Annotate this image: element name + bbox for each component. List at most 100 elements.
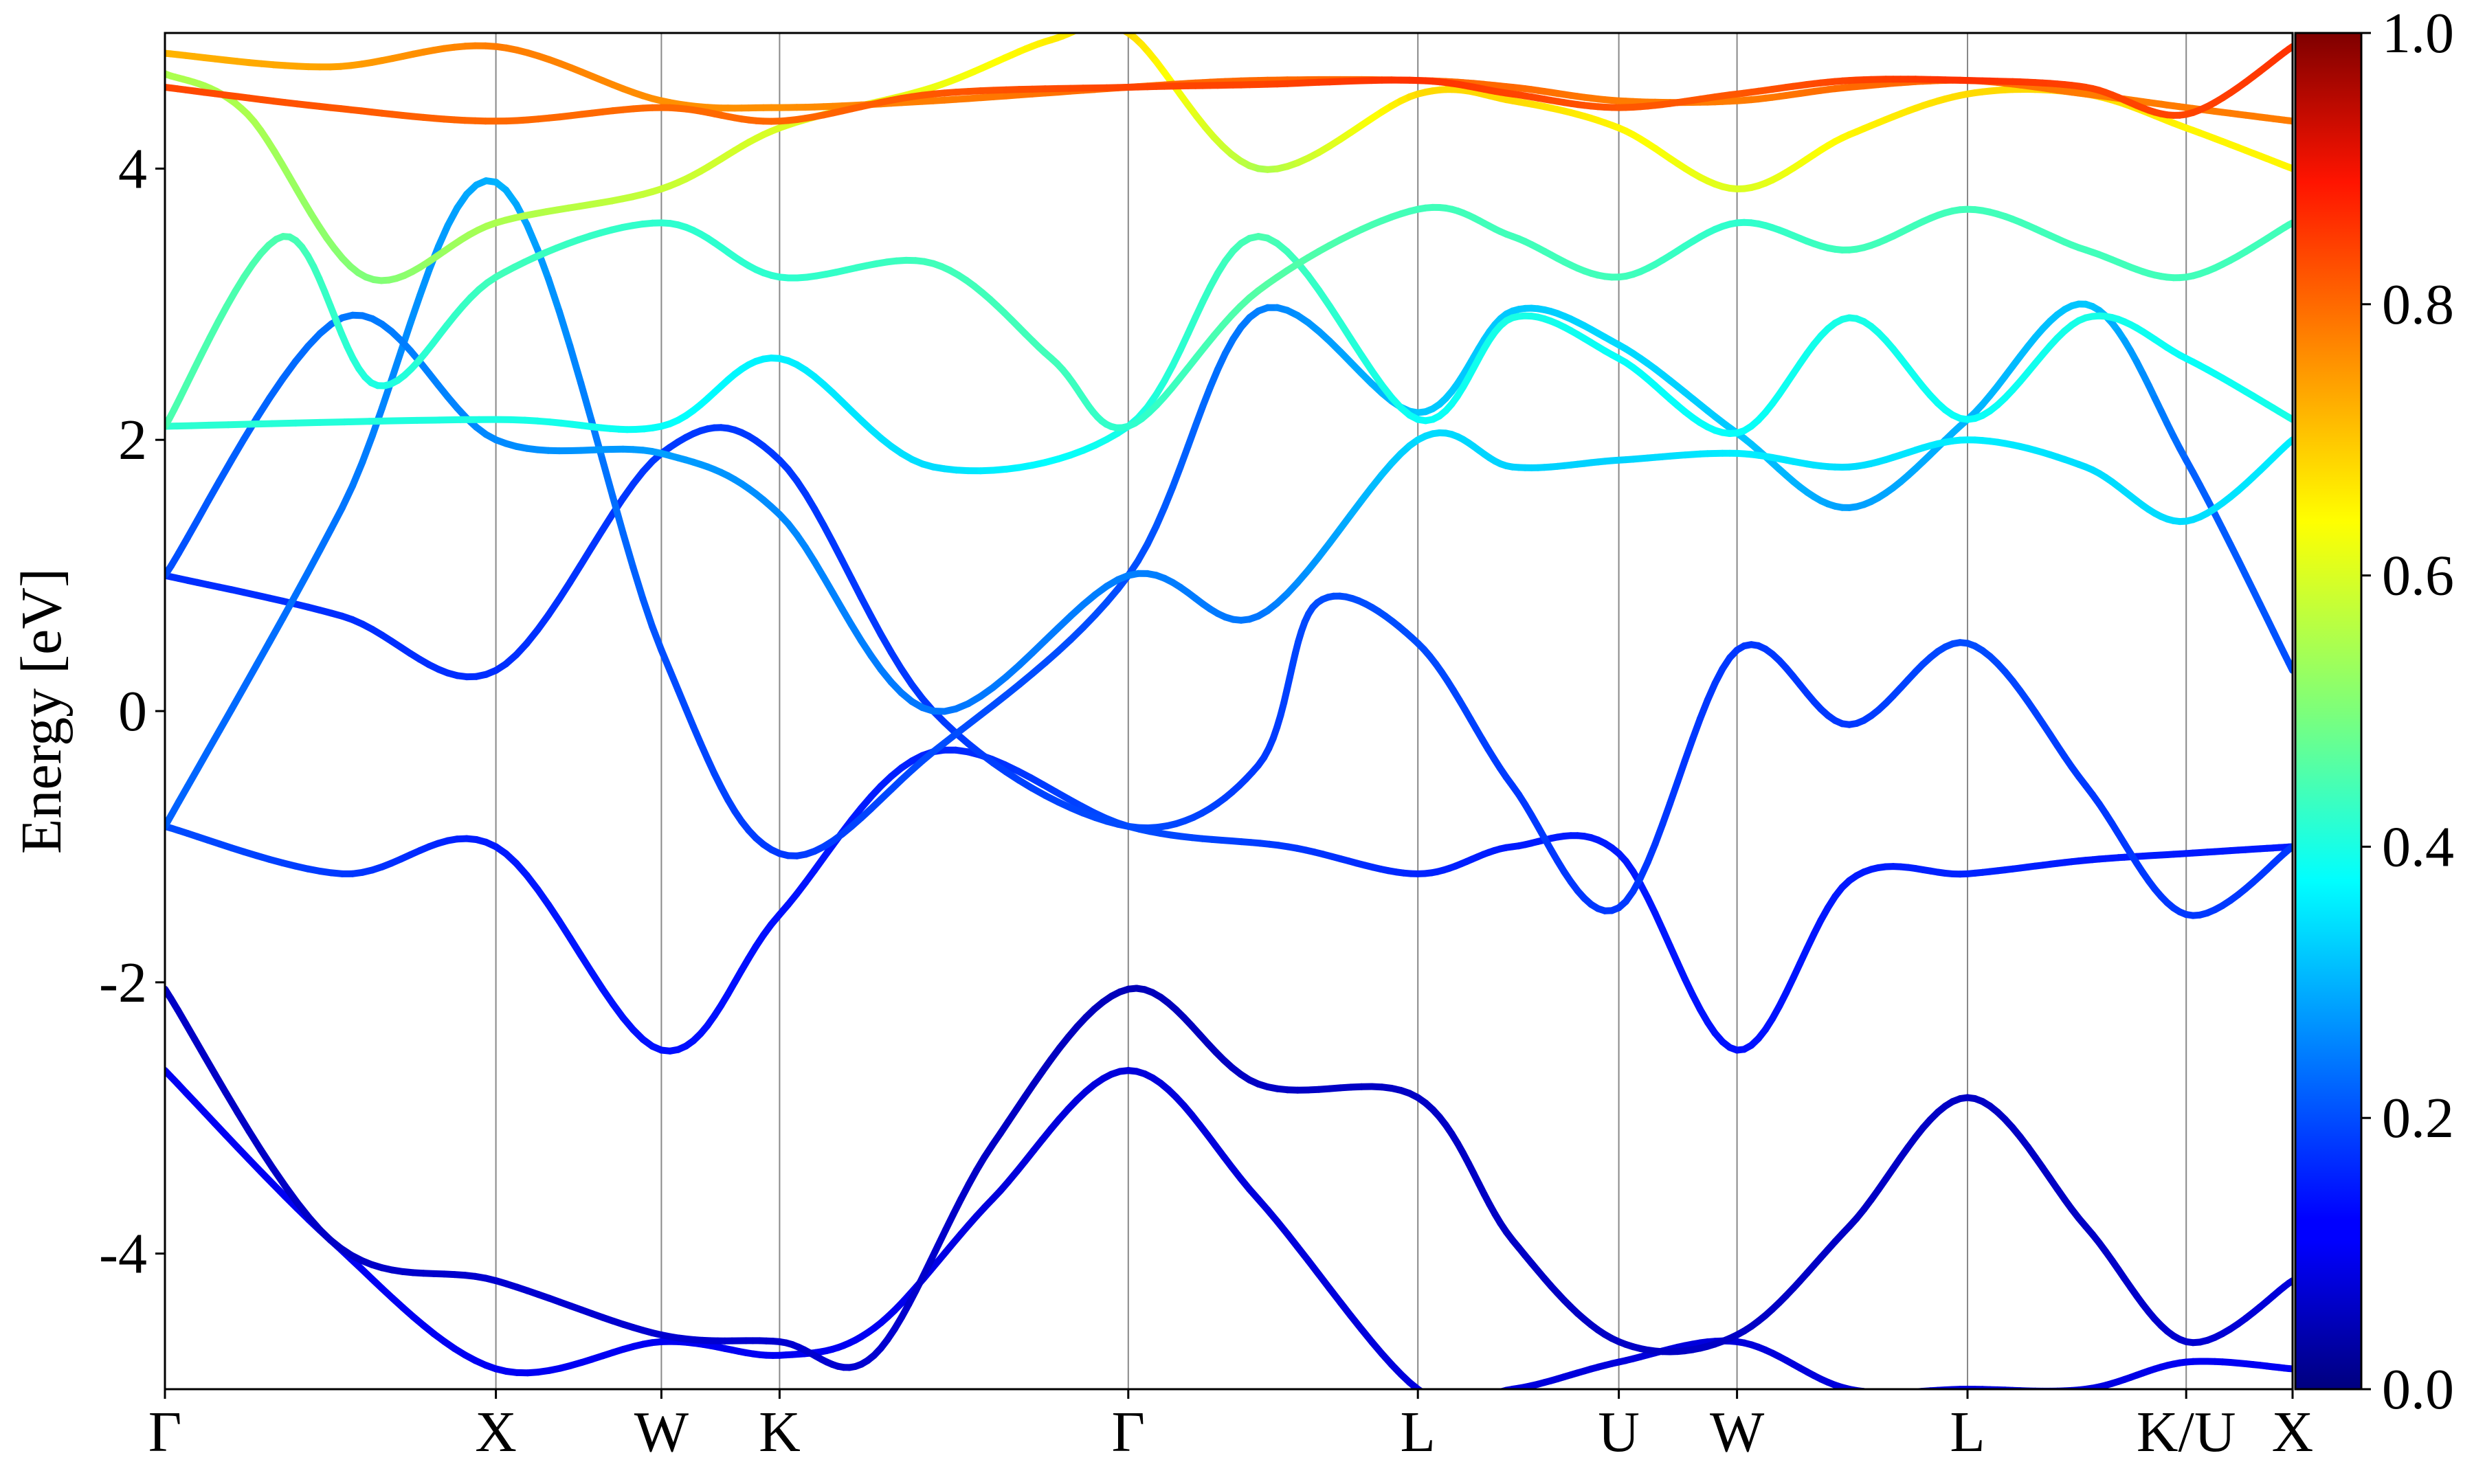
band-segment	[629, 563, 647, 603]
x-tick-label: K/U	[2137, 1400, 2236, 1464]
band-segment	[658, 647, 673, 675]
band-segment	[1484, 1395, 1490, 1397]
band-segment	[1489, 1393, 1495, 1395]
band-segment	[1111, 25, 1117, 27]
band-segment	[291, 569, 312, 599]
band-segment	[1102, 23, 1106, 24]
band-segment	[848, 575, 865, 601]
band-segment	[1906, 1388, 1918, 1389]
band-segment	[241, 661, 260, 691]
band-segment	[1117, 27, 1122, 30]
x-tick-label: X	[475, 1400, 517, 1464]
band-7	[165, 233, 2293, 475]
band-segment	[1152, 503, 1168, 530]
band-segment	[1682, 735, 1696, 764]
band-segment	[1085, 25, 1089, 26]
x-tick-label: Γ	[1112, 1400, 1146, 1464]
band-segment	[279, 358, 299, 383]
band-segment	[316, 418, 348, 426]
plot-frame	[164, 32, 2294, 1391]
band-segment	[388, 348, 405, 383]
band-segment	[245, 1127, 265, 1154]
colorbar	[2294, 32, 2363, 1391]
band-segment	[366, 417, 397, 425]
band-segment	[1469, 1402, 1474, 1403]
colorbar-tick-label: 0.0	[2382, 1358, 2454, 1421]
band-segment	[1861, 1388, 1873, 1389]
band-segment	[1440, 1402, 1446, 1404]
band-segment	[1659, 800, 1674, 828]
band-segment	[577, 379, 595, 425]
x-tick-label: W	[1710, 1400, 1765, 1464]
colorbar-tick-label: 1.0	[2382, 1, 2454, 65]
x-tick-label: W	[634, 1400, 689, 1464]
band-segment	[216, 706, 235, 734]
band-segment	[523, 221, 542, 254]
x-tick-label: X	[2272, 1400, 2314, 1464]
band-segment	[407, 292, 423, 327]
x-tick-label: Γ	[148, 1400, 182, 1464]
band-segment	[266, 375, 287, 402]
band-segment	[1871, 1392, 1879, 1393]
band-segment	[1093, 23, 1097, 24]
band-segment	[1075, 33, 1078, 34]
band-4	[165, 424, 2293, 919]
colorbar-tick-label: 0.8	[2382, 273, 2454, 337]
band-segment	[1184, 422, 1199, 450]
x-tick-label: K	[759, 1400, 801, 1464]
band-1	[165, 1067, 2293, 1404]
band-segment	[279, 592, 299, 622]
band-segment	[222, 1089, 241, 1116]
band-segment	[194, 747, 212, 773]
band-segment	[201, 1053, 219, 1078]
band-segment	[566, 342, 585, 387]
band-segment	[858, 594, 875, 620]
band-segment	[390, 416, 421, 425]
colorbar-tick-label: 0.4	[2382, 815, 2454, 879]
band-segment	[1674, 756, 1689, 785]
band-segment	[609, 493, 627, 537]
band-segment	[227, 436, 247, 464]
band-segment	[1089, 24, 1093, 25]
y-tick-label: -2	[99, 951, 147, 1015]
band-segment	[838, 556, 856, 583]
band-segment	[1651, 820, 1667, 848]
band-5	[165, 177, 2293, 859]
y-axis: -4 -2 0 2 4	[99, 137, 165, 1286]
band-segment	[1463, 1403, 1469, 1404]
band-segment	[304, 546, 324, 576]
band-segment	[269, 1165, 289, 1190]
band-segment	[1901, 1392, 1908, 1393]
band-segment	[1161, 483, 1177, 510]
band-segment	[416, 267, 433, 300]
x-tick-label: L	[1950, 1400, 1985, 1464]
band-segment	[257, 1147, 277, 1173]
band-segment	[1667, 778, 1682, 807]
band-segment	[216, 456, 235, 485]
band-segment	[1913, 1388, 1926, 1389]
band-segment	[339, 482, 356, 511]
band-segment	[619, 529, 637, 571]
y-tick-label: 0	[118, 679, 147, 743]
band-segment	[253, 394, 274, 422]
band-segment	[1069, 33, 1078, 36]
colorbar-tick-label: 0.2	[2382, 1086, 2454, 1150]
band-segment	[1689, 715, 1704, 743]
band-segment	[867, 612, 884, 638]
band-segment	[639, 595, 656, 631]
band-segment	[435, 222, 452, 250]
band-segment	[544, 275, 563, 315]
band-segment	[1446, 1403, 1452, 1404]
band-segment	[348, 458, 366, 490]
band-2	[165, 985, 2293, 1371]
band-segment	[211, 1070, 230, 1097]
band-segment	[266, 615, 287, 645]
band-segment	[316, 525, 335, 554]
band-segment	[555, 307, 574, 350]
x-axis: Γ X W K Γ L U W L K/U X	[148, 1389, 2314, 1464]
band-segment	[268, 419, 300, 427]
band-segment	[1192, 403, 1207, 429]
band-segment	[1177, 442, 1192, 471]
y-tick-label: 4	[118, 137, 147, 201]
band-segment	[253, 638, 274, 668]
